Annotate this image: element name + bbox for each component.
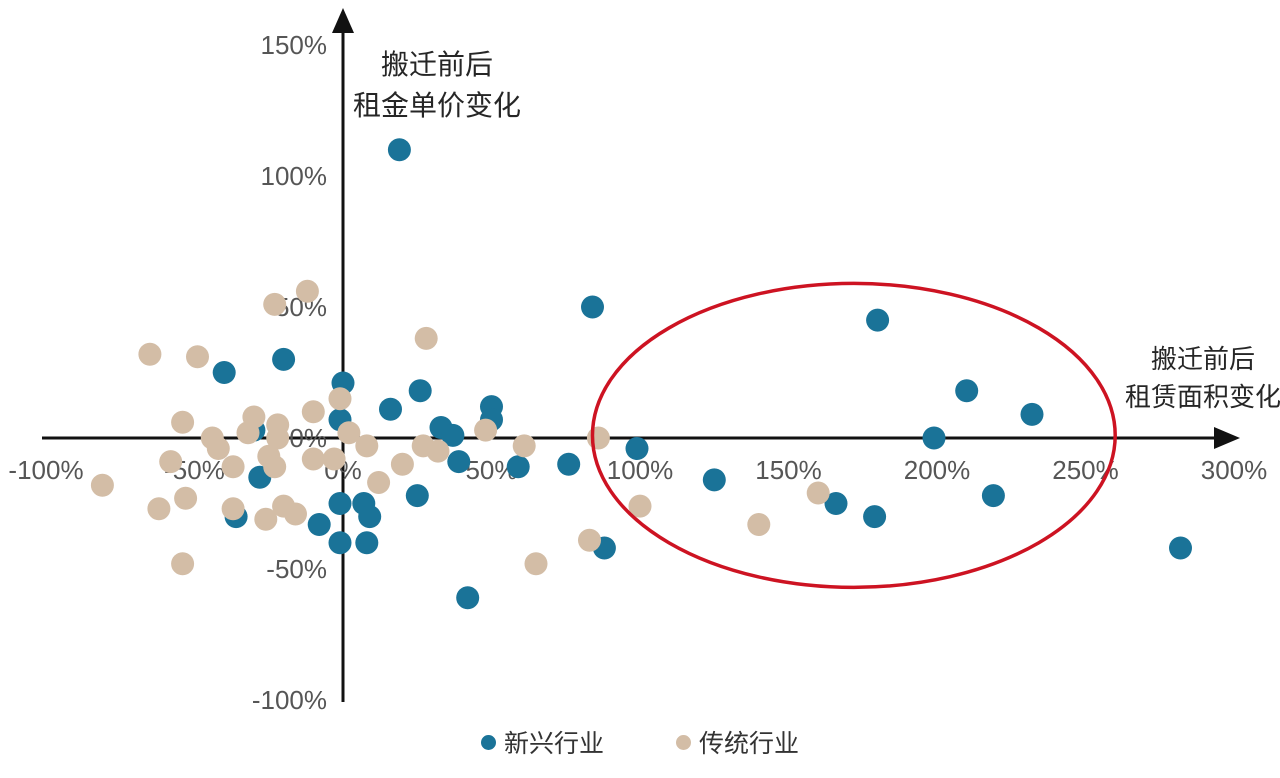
data-point-traditional — [147, 497, 171, 521]
data-point-traditional — [159, 450, 183, 474]
data-point-traditional — [512, 434, 536, 458]
data-point-emerging — [581, 295, 604, 319]
y-tick-label: 0% — [289, 423, 327, 453]
y-tick-label: 100% — [261, 161, 328, 191]
data-point-traditional — [138, 342, 162, 366]
data-point-emerging — [328, 531, 352, 555]
data-point-traditional — [328, 387, 352, 411]
data-point-emerging — [355, 531, 379, 555]
data-point-emerging — [955, 379, 979, 403]
data-point-traditional — [263, 292, 287, 316]
legend-dot-traditional-icon — [676, 734, 691, 750]
data-point-traditional — [171, 410, 195, 434]
legend: 新兴行业 传统行业 — [0, 724, 1280, 760]
x-tick-label: 100% — [607, 455, 674, 485]
data-point-emerging — [863, 505, 887, 529]
y-axis-title: 搬迁前后 租金单价变化 — [337, 44, 537, 126]
data-point-emerging — [1020, 402, 1044, 426]
data-point-traditional — [266, 426, 290, 450]
data-point-traditional — [186, 345, 209, 369]
data-point-traditional — [426, 439, 450, 463]
data-point-emerging — [625, 437, 649, 460]
data-point-emerging — [387, 138, 411, 162]
data-point-traditional — [284, 502, 307, 526]
data-point-traditional — [90, 473, 114, 497]
data-point-emerging — [447, 450, 471, 474]
data-point-traditional — [628, 494, 652, 518]
data-point-traditional — [263, 455, 287, 479]
data-point-emerging — [358, 505, 382, 529]
data-point-traditional — [747, 513, 771, 536]
data-point-emerging — [981, 484, 1005, 508]
data-point-traditional — [254, 507, 278, 531]
legend-item-emerging: 新兴行业 — [480, 724, 604, 760]
data-point-traditional — [414, 326, 438, 350]
data-point-traditional — [236, 421, 260, 445]
data-point-traditional — [578, 528, 601, 552]
data-point-traditional — [390, 452, 414, 476]
data-point-traditional — [301, 447, 325, 471]
y-tick-label: -50% — [266, 554, 327, 584]
data-point-emerging — [328, 492, 352, 515]
data-point-emerging — [379, 397, 402, 421]
data-point-emerging — [1169, 536, 1192, 560]
data-point-traditional — [295, 279, 319, 303]
data-point-traditional — [301, 400, 325, 424]
data-point-traditional — [337, 421, 361, 445]
x-tick-label: 200% — [904, 455, 971, 485]
y-axis-arrow-icon — [332, 8, 354, 33]
data-point-traditional — [171, 552, 195, 576]
legend-label-emerging: 新兴行业 — [503, 730, 604, 758]
data-point-emerging — [441, 423, 465, 447]
data-point-emerging — [456, 586, 480, 610]
data-point-emerging — [702, 468, 726, 492]
y-axis-title-line1: 搬迁前后 — [380, 49, 493, 80]
data-point-traditional — [221, 455, 245, 479]
data-point-traditional — [221, 497, 245, 521]
x-axis-title-line2: 租赁面积变化 — [1124, 382, 1280, 412]
legend-item-traditional: 传统行业 — [676, 724, 799, 760]
highlight-ellipse — [590, 281, 1117, 590]
data-point-traditional — [806, 481, 830, 505]
data-point-emerging — [922, 426, 946, 450]
y-tick-label: -100% — [252, 685, 327, 715]
x-axis-title-line1: 搬迁前后 — [1150, 344, 1255, 374]
data-point-traditional — [174, 486, 198, 510]
data-point-traditional — [206, 437, 230, 460]
data-point-emerging — [408, 379, 432, 403]
data-point-traditional — [355, 434, 379, 458]
x-tick-label: 150% — [755, 455, 822, 485]
y-tick-label: 150% — [261, 30, 328, 60]
legend-label-traditional: 传统行业 — [699, 730, 800, 758]
x-tick-label: 300% — [1201, 455, 1268, 485]
data-point-emerging — [824, 492, 848, 515]
x-axis-arrow-icon — [1214, 427, 1240, 449]
data-point-traditional — [474, 418, 498, 442]
y-axis-title-line2: 租金单价变化 — [352, 90, 521, 121]
data-point-emerging — [212, 361, 236, 384]
data-point-emerging — [307, 513, 331, 536]
data-point-emerging — [405, 484, 429, 508]
data-point-emerging — [557, 452, 581, 476]
data-point-emerging — [866, 308, 890, 332]
data-point-traditional — [367, 471, 391, 494]
data-point-traditional — [524, 552, 548, 576]
x-tick-label: -100% — [8, 455, 83, 485]
legend-dot-emerging-icon — [480, 734, 496, 750]
data-point-traditional — [322, 447, 346, 471]
data-point-traditional — [586, 426, 610, 450]
data-point-emerging — [272, 347, 296, 371]
data-point-emerging — [506, 455, 530, 479]
x-axis-title: 搬迁前后 租赁面积变化 — [1113, 340, 1280, 416]
